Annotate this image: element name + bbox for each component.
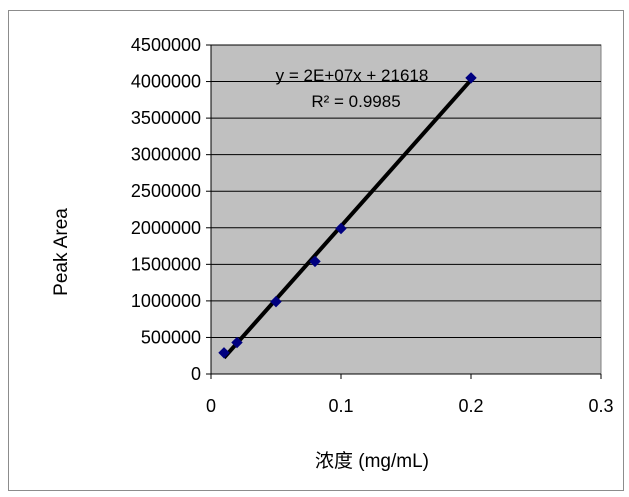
y-tick-label: 0	[191, 364, 201, 384]
data-point	[270, 295, 282, 308]
y-axis-title: Peak Area	[51, 208, 72, 296]
y-tick-label: 3000000	[131, 145, 201, 165]
y-tick-label: 1000000	[131, 291, 201, 311]
x-tick-label: 0.2	[458, 396, 483, 416]
plot-area	[210, 44, 602, 375]
trendline	[222, 78, 473, 360]
y-tick-label: 1500000	[131, 254, 201, 274]
x-tick-label: 0.3	[588, 396, 613, 416]
data-point	[309, 255, 321, 268]
data-point	[218, 347, 230, 359]
x-tick-label: 0.1	[328, 396, 353, 416]
trendline-layer	[222, 78, 473, 360]
trendline-r-squared: R² = 0.9985	[311, 92, 400, 111]
y-tick-label: 500000	[141, 327, 201, 347]
tick-labels: 0 500000 1000000 1500000 2000000 2500000 30000…	[131, 35, 614, 416]
data-point	[231, 336, 243, 349]
x-tick-label: 0	[206, 396, 216, 416]
axes	[206, 44, 602, 379]
trendline-equation: y = 2E+07x + 21618	[276, 66, 429, 85]
y-tick-label: 2000000	[131, 218, 201, 238]
y-tick-label: 4000000	[131, 72, 201, 92]
y-tick-label: 3500000	[131, 108, 201, 128]
y-tick-label: 4500000	[131, 35, 201, 55]
data-point	[335, 222, 347, 235]
y-tick-label: 2500000	[131, 181, 201, 201]
data-point	[465, 72, 477, 84]
data-points	[218, 72, 477, 359]
x-axis-title: 浓度 (mg/mL)	[315, 450, 429, 472]
